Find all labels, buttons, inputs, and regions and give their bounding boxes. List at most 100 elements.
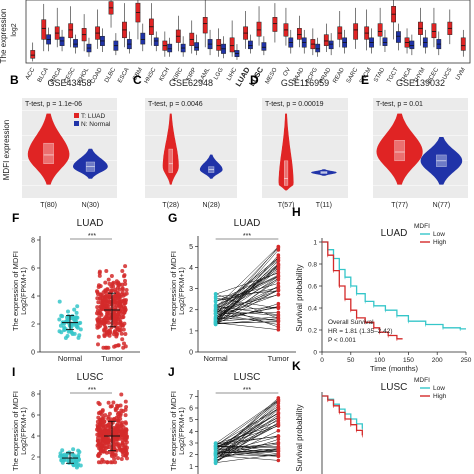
data-point [58,454,63,459]
pair-line [215,321,279,324]
violin-category-label: T(28) [162,202,179,209]
tumor-point [276,293,281,297]
pair-line [215,257,279,311]
normal-point [213,454,218,458]
data-point [111,280,116,285]
y-tick-label: 3 [189,441,193,448]
data-point [114,325,119,330]
data-point [72,307,77,312]
data-point [121,323,125,328]
data-point [97,273,102,278]
data-point [77,333,82,338]
data-point [96,460,101,465]
data-point [102,419,107,424]
data-point [99,317,104,322]
box-tumor-box [272,17,278,32]
box-normal-box [73,39,78,48]
tumor-point [276,424,281,428]
box-tumor-box [202,17,208,34]
panel-label-k: K [292,359,301,373]
data-point [123,399,128,404]
violin-inner-box [394,140,405,162]
data-point [120,290,125,295]
data-point [96,334,101,339]
tumor-point [276,442,281,446]
data-point [124,427,129,432]
panel-c-stat: T-test, p = 0.0046 [148,101,203,108]
tumor-point [276,258,281,263]
y-tick-label: 0.4 [308,306,317,313]
data-point [74,315,79,320]
tumor-point [276,271,281,275]
tumor-point [276,310,281,315]
violin-tumor [376,113,423,185]
data-point [74,322,79,327]
data-point [115,403,119,408]
data-point [116,418,121,423]
data-point [107,328,112,333]
data-point [95,305,100,310]
data-point [116,343,121,348]
sig-stars: *** [88,387,96,394]
violin-inner-box [168,148,173,173]
pair-line [215,442,279,453]
normal-point [213,318,218,322]
data-point [121,345,126,350]
data-point [76,453,81,458]
data-point [107,333,112,338]
panel-b-stat: T-test, p = 1.1e-06 [25,101,82,108]
legend-label-tumor: T: LUAD [81,113,106,120]
panel-i-title: LUSC [77,372,104,383]
data-point [107,445,112,450]
km-legend-label: High [433,393,447,400]
y-tick-label: 4 [189,265,193,272]
pair-line [215,285,279,324]
normal-point [213,292,218,297]
data-point [110,440,115,444]
km-curve-high [322,241,403,340]
data-point [62,327,67,332]
legend-swatch-tumor [74,113,79,118]
y-tick-label: 5 [189,417,193,424]
tumor-point [276,281,281,286]
violin-category-label: T(77) [391,202,408,209]
y-tick-label: 8 [31,238,35,245]
data-point [108,460,113,465]
x-tick-label: 0 [320,357,324,364]
data-point [116,281,121,286]
data-point [107,310,112,315]
panel-a-category-label: ESCA [117,67,130,84]
panel-d-stat: T-test, p = 0.00019 [265,101,324,108]
violin-category-label: N(30) [82,202,100,209]
pair-line [215,448,279,454]
violin-category-label: N(28) [202,202,220,209]
y-tick-label: 2 [31,322,35,329]
y-tick-label: 1 [313,240,317,247]
y-tick-label: 2 [31,455,35,462]
panel-a-category-label: UCS [442,67,454,81]
pair-line [215,268,279,314]
normal-point [213,294,218,299]
panel-a-ylabel: The expression [0,9,8,64]
violin-tumor [278,113,294,191]
legend-label-normal: N: Normal [81,121,111,128]
km-annotation: P < 0.001 [328,337,356,344]
data-point [96,300,101,305]
pair-line [215,454,279,463]
pair-line [215,272,279,295]
box-normal-box [167,43,173,53]
data-point [119,427,124,431]
pair-line [215,297,279,309]
panel-a-category-label: OV [283,67,293,78]
violin-inner-box [284,160,289,186]
pair-line [215,436,279,444]
data-point [100,443,105,448]
box-tumor-box [296,28,302,40]
data-point [110,452,114,457]
pair-line [215,408,279,446]
data-point [109,417,114,422]
tumor-point [276,301,281,306]
km-curve-low [322,395,363,429]
tumor-point [276,450,281,454]
